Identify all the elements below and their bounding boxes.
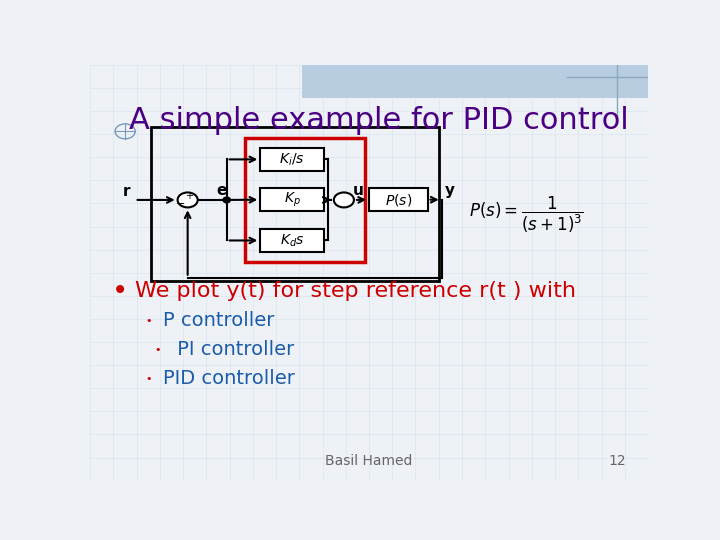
Text: Basil Hamed: Basil Hamed [325,454,413,468]
Text: +: + [185,191,194,201]
Text: •: • [145,315,153,326]
Text: $K_p$: $K_p$ [284,191,301,209]
Bar [260,229,324,252]
Text: $P(s) = \dfrac{1}{(s+1)^3}$: $P(s) = \dfrac{1}{(s+1)^3}$ [469,194,584,235]
Text: $P(s)$: $P(s)$ [384,192,412,208]
Bar [260,148,324,171]
Text: P controller: P controller [163,311,274,330]
Text: e: e [216,183,226,198]
Text: •: • [154,345,161,355]
Text: PID controller: PID controller [163,369,294,388]
Text: y: y [445,183,455,198]
Text: $K_i/s$: $K_i/s$ [279,151,305,167]
Text: u: u [353,183,364,198]
Text: PI controller: PI controller [171,340,294,359]
Text: −: − [176,199,186,209]
Text: A simple example for PID control: A simple example for PID control [129,106,629,136]
Text: 12: 12 [608,454,626,468]
Circle shape [334,192,354,207]
Bar [302,65,648,98]
Text: $K_ds$: $K_ds$ [280,232,305,249]
Bar [260,188,324,211]
Bar [151,127,438,281]
Text: •: • [145,374,153,384]
Text: r: r [122,184,130,199]
Bar [369,188,428,211]
Circle shape [178,192,198,207]
Text: We plot y(t) for step reference r(t ) with: We plot y(t) for step reference r(t ) wi… [135,281,576,301]
Text: •: • [112,278,129,306]
Bar [245,138,365,262]
Circle shape [223,198,230,202]
